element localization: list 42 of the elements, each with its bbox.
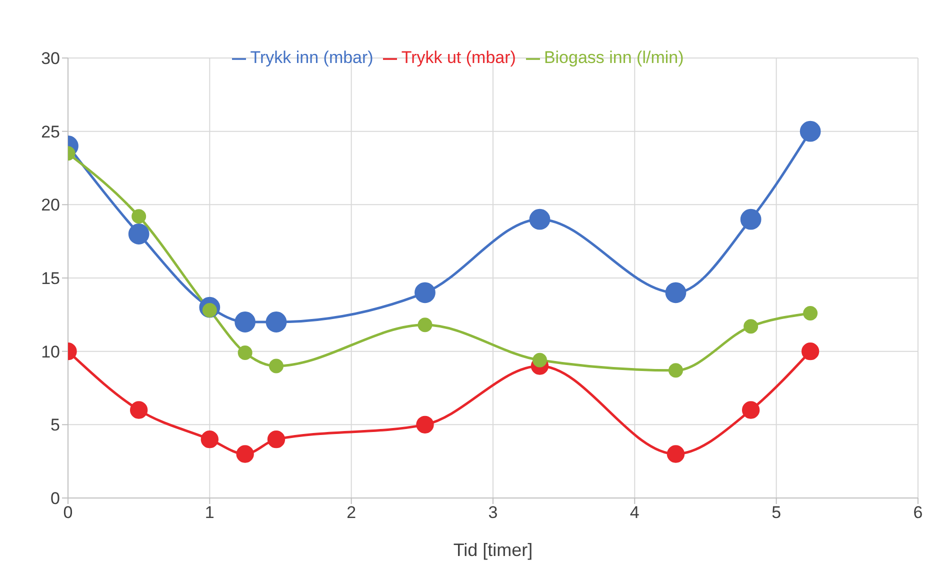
y-tick-label: 15: [41, 269, 60, 288]
point: [665, 282, 686, 304]
legend-label: Biogass inn (l/min): [544, 48, 684, 67]
x-tick-label: 3: [488, 503, 498, 522]
point: [414, 282, 436, 304]
point: [267, 430, 286, 448]
point: [744, 319, 758, 334]
legend-label: Trykk inn (mbar): [250, 48, 374, 67]
y-tick-label: 20: [41, 196, 60, 215]
legend-label: Trykk ut (mbar): [401, 48, 516, 67]
y-tick-label: 30: [41, 49, 60, 68]
point: [266, 312, 287, 332]
point: [200, 430, 219, 448]
point: [236, 445, 254, 463]
point: [532, 352, 547, 368]
point: [800, 120, 821, 142]
point: [801, 342, 820, 360]
y-tick-label: 0: [50, 489, 60, 508]
point: [740, 208, 762, 230]
point: [269, 358, 284, 374]
point: [416, 416, 434, 434]
point: [742, 401, 760, 419]
x-tick-label: 5: [772, 503, 782, 522]
point: [238, 346, 252, 360]
y-tick-label: 25: [41, 122, 60, 142]
x-tick-label: 4: [630, 503, 640, 522]
point: [803, 306, 818, 320]
y-tick-label: 5: [50, 416, 60, 435]
x-tick-label: 1: [204, 503, 214, 522]
point: [529, 208, 550, 230]
point: [128, 224, 150, 244]
point: [132, 209, 146, 224]
x-axis-title: Tid [timer]: [453, 540, 533, 560]
x-tick-label: 0: [63, 503, 73, 522]
point: [668, 363, 683, 378]
point: [234, 312, 256, 332]
point: [666, 445, 685, 463]
point: [418, 318, 432, 332]
y-tick-label: 10: [41, 342, 60, 362]
point: [130, 401, 148, 419]
x-tick-label: 6: [913, 503, 923, 522]
x-tick-label: 2: [346, 503, 356, 522]
